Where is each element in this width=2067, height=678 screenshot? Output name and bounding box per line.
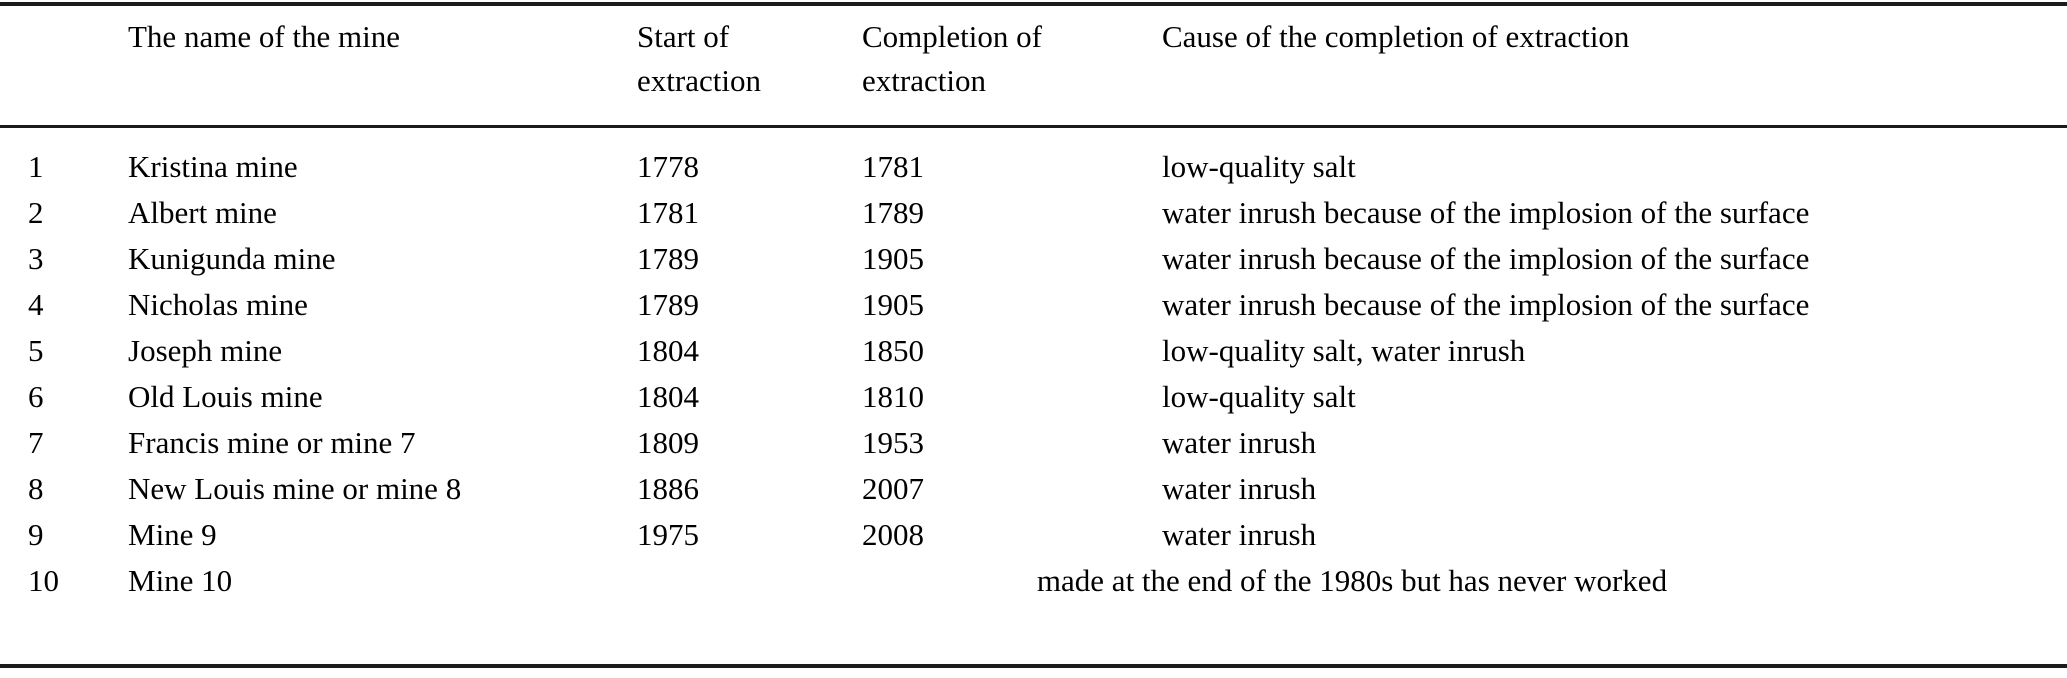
start-year-cell: 1809	[637, 425, 699, 460]
mine-name-cell: Kristina mine	[128, 149, 298, 184]
completion-year-cell: 1953	[862, 425, 924, 460]
header-row: The name of the mine Start of extraction…	[0, 4, 2067, 127]
cause-cell: water inrush	[1162, 471, 1317, 506]
start-year-cell: 1886	[637, 471, 699, 506]
cause-cell: water inrush because of the implosion of…	[1162, 195, 1810, 230]
column-header-completion-of-extraction: Completion of extraction	[862, 19, 1042, 98]
row-number-cell: 6	[28, 379, 44, 414]
row-number-cell: 7	[28, 425, 44, 460]
mine-name-cell: New Louis mine or mine 8	[128, 471, 462, 506]
mine-name-cell: Kunigunda mine	[128, 241, 336, 276]
column-header-start-of-extraction: Start of extraction	[637, 19, 761, 98]
table-row: 6 Old Louis mine 1804 1810 low-quality salt	[0, 374, 2067, 420]
table-row: 1 Kristina mine 1778 1781 low-quality salt	[0, 127, 2067, 191]
cause-cell: water inrush because of the implosion of…	[1162, 287, 1810, 322]
start-year-cell: 1789	[637, 287, 699, 322]
table-row: 8 New Louis mine or mine 8 1886 2007 water i…	[0, 466, 2067, 512]
table-row: 7 Francis mine or mine 7 1809 1953 water inr…	[0, 420, 2067, 466]
start-year-cell: 1804	[637, 333, 699, 368]
column-header-number	[0, 4, 128, 127]
completion-year-cell: 1781	[862, 149, 924, 184]
row-number-cell: 4	[28, 287, 44, 322]
merged-note-cell: made at the end of the 1980s but has nev…	[1036, 563, 1668, 598]
column-header-cause-of-completion: Cause of the completion of extraction	[1162, 19, 1630, 54]
table-row: 3 Kunigunda mine 1789 1905 water inrush beca…	[0, 236, 2067, 282]
start-year-cell: 1789	[637, 241, 699, 276]
table-row: 5 Joseph mine 1804 1850 low-quality salt, wa…	[0, 328, 2067, 374]
row-number-cell: 8	[28, 471, 44, 506]
table-body: 1 Kristina mine 1778 1781 low-quality salt 2 A…	[0, 127, 2067, 667]
mine-name-cell: Francis mine or mine 7	[128, 425, 416, 460]
mine-name-cell: Joseph mine	[128, 333, 283, 368]
completion-year-cell: 2007	[862, 471, 924, 506]
completion-year-cell: 1905	[862, 287, 924, 322]
mine-name-cell: Mine 10	[128, 563, 233, 598]
row-number-cell: 1	[28, 149, 44, 184]
start-year-cell: 1975	[637, 517, 699, 552]
completion-year-cell: 1850	[862, 333, 924, 368]
completion-year-cell: 1905	[862, 241, 924, 276]
cause-cell: water inrush	[1162, 425, 1317, 460]
mine-name-cell: Old Louis mine	[128, 379, 323, 414]
start-year-cell: 1781	[637, 195, 699, 230]
start-year-cell: 1804	[637, 379, 699, 414]
table-header: The name of the mine Start of extraction…	[0, 4, 2067, 127]
table-row: 10 Mine 10 made at the end of the 1980s bu…	[0, 558, 2067, 666]
completion-year-cell: 2008	[862, 517, 924, 552]
cause-cell: low-quality salt	[1162, 379, 1356, 414]
row-number-cell: 2	[28, 195, 44, 230]
table-row: 9 Mine 9 1975 2008 water inrush	[0, 512, 2067, 558]
cause-cell: water inrush	[1162, 517, 1317, 552]
table-row: 2 Albert mine 1781 1789 water inrush because…	[0, 190, 2067, 236]
row-number-cell: 5	[28, 333, 44, 368]
completion-year-cell: 1789	[862, 195, 924, 230]
table-row: 4 Nicholas mine 1789 1905 water inrush becau…	[0, 282, 2067, 328]
start-year-cell: 1778	[637, 149, 699, 184]
row-number-cell: 9	[28, 517, 44, 552]
row-number-cell: 10	[28, 563, 59, 598]
row-number-cell: 3	[28, 241, 44, 276]
mine-name-cell: Nicholas mine	[128, 287, 308, 322]
cause-cell: water inrush because of the implosion of…	[1162, 241, 1810, 276]
column-header-mine-name: The name of the mine	[128, 19, 401, 54]
completion-year-cell: 1810	[862, 379, 924, 414]
mine-name-cell: Albert mine	[128, 195, 277, 230]
mine-name-cell: Mine 9	[128, 517, 217, 552]
cause-cell: low-quality salt, water inrush	[1162, 333, 1526, 368]
cause-cell: low-quality salt	[1162, 149, 1356, 184]
